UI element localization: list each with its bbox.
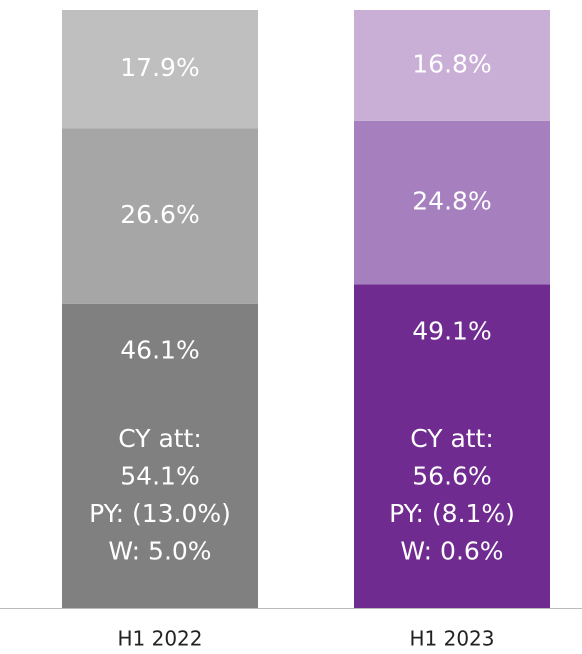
bar-segment — [62, 128, 258, 304]
annotation: 54.1% — [120, 462, 199, 491]
bar-segment — [354, 120, 550, 285]
bar-segment — [354, 10, 550, 121]
annotation: W: 0.6% — [400, 537, 503, 566]
value-label: 24.8% — [412, 187, 491, 216]
annotation: PY: (8.1%) — [389, 499, 515, 528]
value-label: 49.1% — [412, 316, 491, 345]
bar-segment — [62, 303, 258, 608]
bar-segment — [62, 10, 258, 129]
x-tick-label: H1 2022 — [117, 627, 202, 651]
value-label: 46.1% — [120, 336, 199, 365]
annotation: CY att: — [118, 424, 202, 453]
bar-segment — [354, 284, 550, 608]
x-tick-label: H1 2023 — [409, 627, 494, 651]
value-label: 17.9% — [120, 53, 199, 82]
annotation: PY: (13.0%) — [89, 499, 231, 528]
annotation: CY att: — [410, 424, 494, 453]
annotation: W: 5.0% — [108, 537, 211, 566]
value-label: 16.8% — [412, 49, 491, 78]
value-label: 26.6% — [120, 200, 199, 229]
annotation: 56.6% — [412, 462, 491, 491]
